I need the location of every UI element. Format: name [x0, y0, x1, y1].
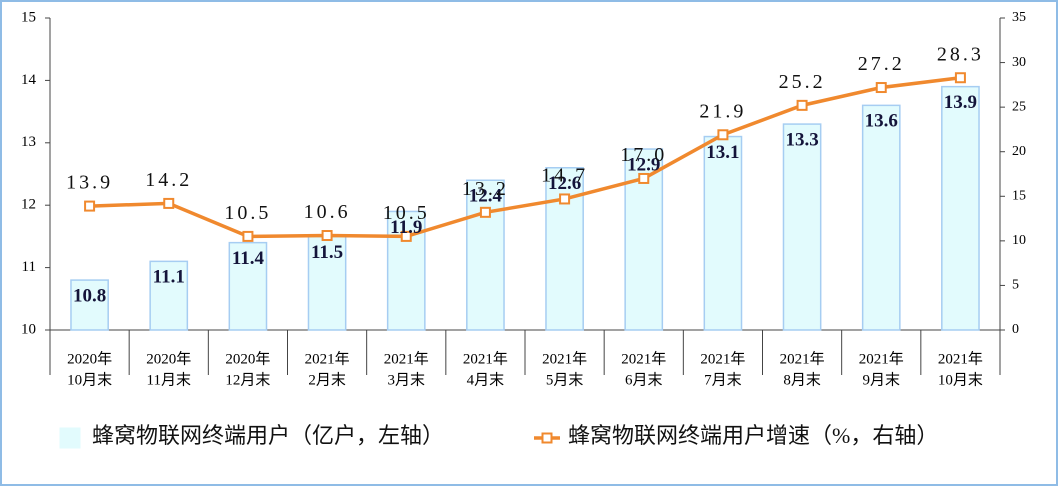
line-label: 14.2	[145, 169, 192, 191]
legend-swatch	[541, 432, 553, 444]
bar-label: 12.9	[627, 154, 660, 175]
legend-label: 蜂窝物联网终端用户增速（%，右轴）	[568, 423, 938, 448]
x-tick-label: 12月末	[225, 371, 270, 388]
bar-label: 12.4	[469, 186, 503, 207]
x-tick-label: 4月末	[467, 371, 505, 388]
x-tick-label: 11月末	[147, 371, 191, 388]
line-marker	[875, 82, 887, 94]
bar	[941, 85, 980, 331]
y-tick-label: 13	[21, 134, 36, 150]
line-label: 10.5	[383, 202, 430, 224]
y-tick-label: 11	[22, 259, 36, 275]
x-tick-label: 2021年	[463, 350, 508, 367]
x-tick-label: 2020年	[67, 350, 112, 367]
y-tick-label: 15	[21, 9, 36, 25]
bar	[149, 260, 189, 331]
line-label: 28.3	[937, 43, 984, 65]
line	[89, 75, 961, 239]
bar-label: 13.6	[865, 111, 898, 132]
x-tick-label: 6月末	[625, 371, 663, 388]
line-marker	[559, 193, 571, 205]
line-marker	[242, 230, 254, 242]
x-tick-label: 2021年	[859, 350, 904, 367]
x-tick-label: 7月末	[704, 371, 742, 388]
y2-tick-label: 10	[1012, 233, 1026, 248]
y-tick-label: 14	[21, 72, 37, 88]
bar-label: 13.1	[706, 142, 739, 163]
line-label: 13.9	[66, 172, 113, 194]
legend-swatch	[59, 427, 81, 449]
y2-tick-label: 25	[1012, 99, 1026, 114]
bar-label: 11.9	[390, 217, 422, 238]
y2-tick-label: 20	[1012, 144, 1026, 159]
y2-tick-label: 15	[1012, 189, 1026, 204]
line-label: 27.2	[858, 53, 905, 75]
x-tick-label: 2020年	[146, 350, 191, 367]
x-tick-label: 8月末	[783, 371, 821, 388]
x-tick-label: 2021年	[780, 350, 825, 367]
y2-tick-label: 30	[1012, 55, 1026, 70]
bar	[861, 104, 901, 331]
x-tick-label: 10月末	[938, 371, 983, 388]
bar-label: 11.5	[311, 242, 343, 263]
line-marker	[954, 72, 966, 84]
bar	[782, 123, 822, 331]
line-marker	[479, 206, 491, 218]
x-tick-label: 2020年	[225, 350, 270, 367]
bar	[228, 241, 268, 331]
line-marker	[84, 200, 96, 212]
x-tick-label: 2021年	[621, 350, 666, 367]
x-tick-label: 2021年	[938, 350, 983, 367]
line-label: 13.2	[462, 178, 509, 200]
x-tick-label: 2021年	[384, 350, 429, 367]
x-tick-label: 3月末	[387, 371, 425, 388]
line-marker	[638, 172, 650, 184]
bar	[466, 179, 505, 331]
line-label: 10.5	[224, 202, 271, 224]
bar-label: 10.8	[73, 285, 106, 306]
x-tick-label: 9月末	[862, 371, 900, 388]
y2-tick-label: 0	[1012, 322, 1019, 337]
x-tick-label: 2021年	[700, 350, 745, 367]
line-label: 14.7	[541, 165, 588, 187]
line-label: 17.0	[620, 144, 667, 166]
line-label: 25.2	[779, 71, 826, 93]
y-tick-label: 12	[21, 197, 36, 213]
bar-label: 12.6	[548, 173, 581, 194]
y2-tick-label: 35	[1012, 10, 1026, 25]
bar-label: 11.1	[153, 267, 185, 288]
bar	[70, 279, 109, 331]
x-tick-label: 10月末	[67, 371, 112, 388]
bar-label: 11.4	[232, 248, 265, 269]
bar	[307, 235, 347, 331]
line-label: 10.6	[304, 201, 351, 223]
line-marker	[321, 230, 333, 242]
y-tick-label: 10	[21, 321, 36, 337]
line-marker	[400, 230, 412, 242]
x-tick-label: 2021年	[542, 350, 587, 367]
line-marker	[717, 129, 729, 141]
line-marker	[163, 197, 175, 209]
x-tick-label: 5月末	[546, 371, 584, 388]
x-tick-label: 2月末	[308, 371, 346, 388]
line-marker	[796, 99, 808, 111]
y2-tick-label: 5	[1012, 278, 1019, 293]
bar-label: 13.3	[785, 129, 818, 150]
legend-label: 蜂窝物联网终端用户（亿户，左轴）	[92, 423, 444, 448]
bar	[703, 135, 743, 331]
bar-label: 13.9	[944, 92, 977, 113]
line-label: 21.9	[699, 100, 746, 122]
x-tick-label: 2021年	[305, 350, 350, 367]
